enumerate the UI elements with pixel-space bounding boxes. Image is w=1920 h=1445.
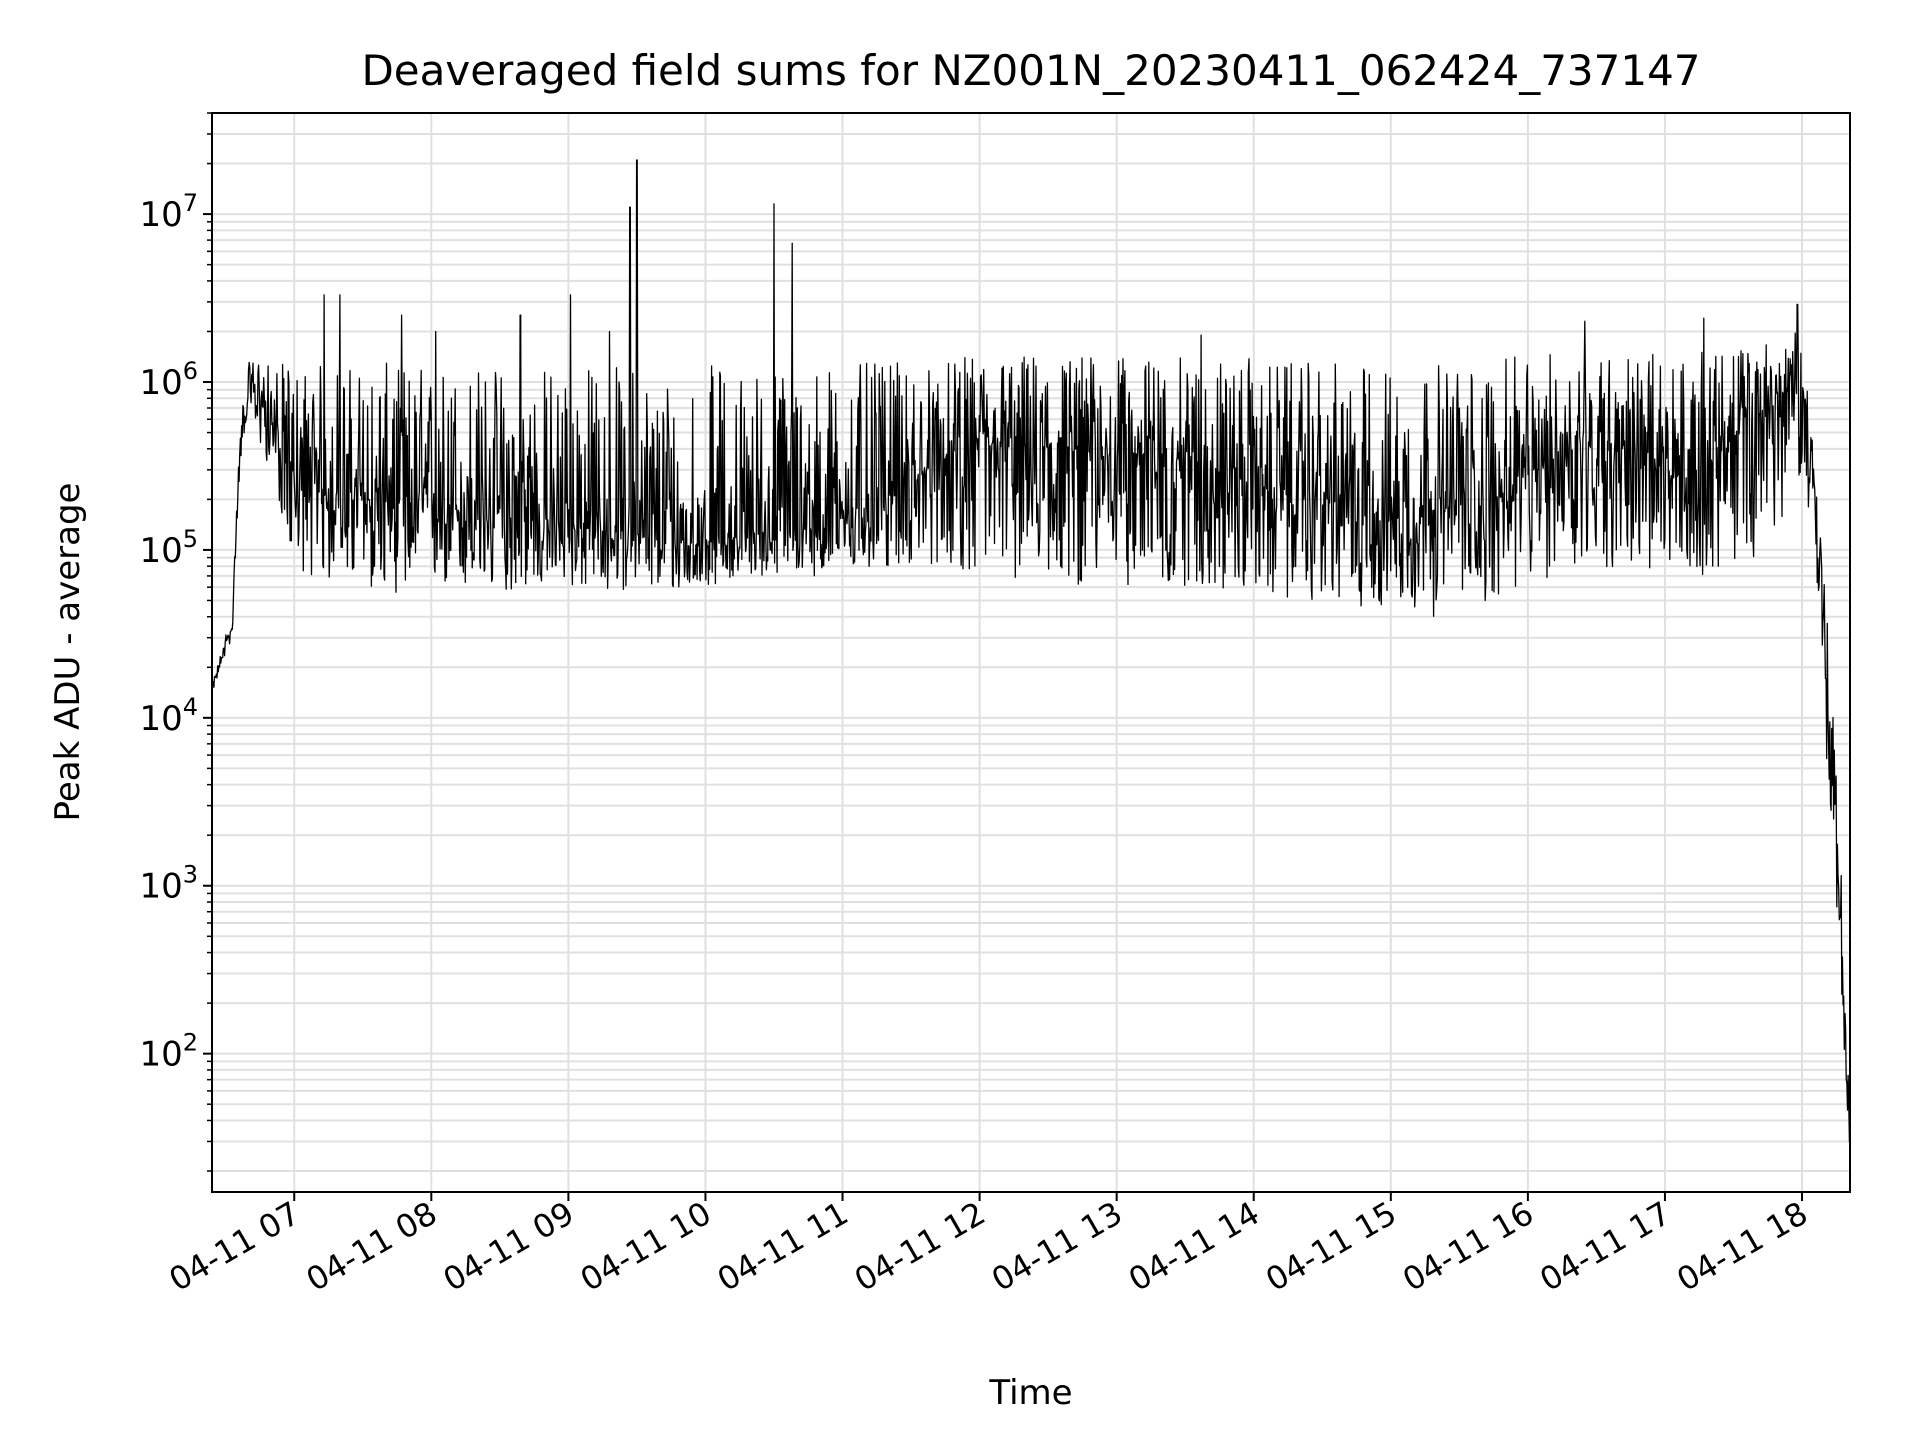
chart-title: Deaveraged field sums for NZ001N_2023041… — [361, 46, 1700, 95]
plot-frame — [211, 112, 1851, 1193]
y-tick-label: 107 — [139, 189, 198, 235]
y-tick-label: 104 — [139, 693, 198, 739]
grid-lines — [212, 112, 1850, 1192]
x-axis-label: Time — [988, 1373, 1072, 1413]
axis-ticks — [203, 112, 1804, 1201]
y-tick-label: 102 — [139, 1029, 198, 1075]
series-line — [211, 159, 1851, 1148]
y-axis-label: Peak ADU - average — [48, 483, 88, 822]
data-layer — [211, 159, 1851, 1148]
y-tick-label: 106 — [139, 357, 198, 403]
y-tick-label: 105 — [139, 525, 198, 571]
y-tick-label: 103 — [139, 861, 198, 907]
